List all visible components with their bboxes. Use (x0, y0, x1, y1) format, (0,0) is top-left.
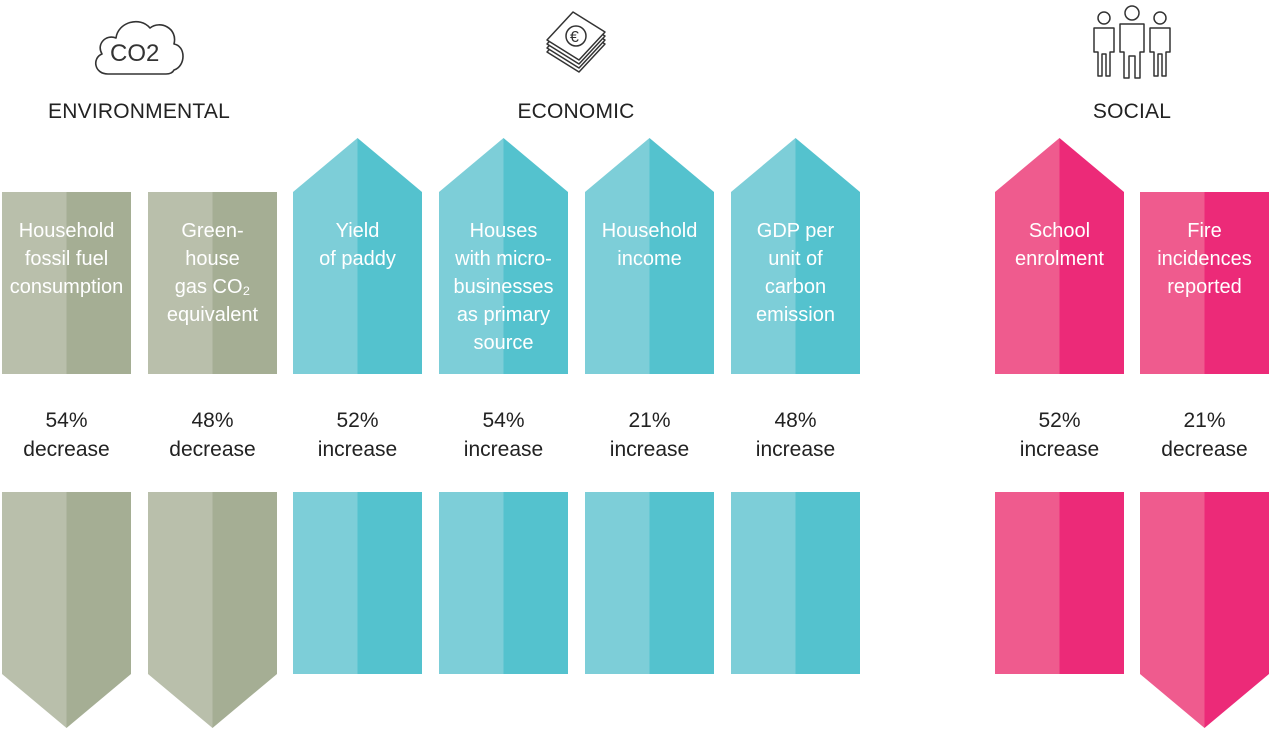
indicator-value-direction: increase (755, 438, 836, 461)
indicator-value: 48% decrease (138, 406, 287, 464)
indicator-7: School enrolment 52% increase (995, 0, 1124, 734)
indicator-bottom-shape (439, 492, 568, 679)
indicator-value: 52% increase (985, 406, 1134, 464)
indicator-bottom-shape (585, 492, 714, 679)
indicator-bottom-shape (2, 492, 131, 733)
indicator-top-shape (293, 138, 422, 379)
indicator-value: 21% increase (575, 406, 724, 464)
indicator-name: Houses with micro- businesses as primary… (453, 220, 554, 354)
indicator-value-percent: 21% (1183, 409, 1226, 432)
indicator-value-percent: 52% (1038, 409, 1081, 432)
indicator-top-shape (439, 138, 568, 379)
category-label-economic: ECONOMIC (517, 100, 635, 123)
co2-icon-text: CO2 (110, 40, 159, 67)
indicator-bottom-shape (1140, 492, 1269, 733)
indicator-name: Yield of paddy (319, 220, 396, 270)
indicator-value-percent: 54% (482, 409, 525, 432)
category-label-environmental: ENVIRONMENTAL (48, 100, 230, 123)
euro-banknotes-icon: € (543, 8, 609, 83)
indicator-value: 54% decrease (0, 406, 141, 464)
indicator-bottom-shape (995, 492, 1124, 679)
indicator-name: Green- house gas CO₂ equivalent (166, 220, 259, 326)
indicator-top-shape (731, 138, 860, 379)
indicator-value-percent: 48% (191, 409, 234, 432)
co2-cloud-icon: CO2 (88, 14, 188, 81)
indicator-bottom-shape (148, 492, 277, 733)
indicator-1: Household fossil fuel consumption 54% decr… (2, 0, 131, 734)
indicator-value-direction: increase (1019, 438, 1100, 461)
indicator-value-direction: increase (463, 438, 544, 461)
indicator-value: 52% increase (283, 406, 432, 464)
indicator-top-shape (585, 138, 714, 379)
indicator-value-percent: 54% (45, 409, 88, 432)
indicator-value-direction: decrease (1161, 438, 1248, 461)
indicator-4: Houses with micro- businesses as primary… (439, 0, 568, 734)
indicator-top-shape (148, 192, 277, 379)
indicator-value: 21% decrease (1130, 406, 1272, 464)
indicator-value-percent: 21% (628, 409, 671, 432)
indicator-2: Green- house gas CO₂ equivalent 48% decrea… (148, 0, 277, 734)
indicator-value-direction: decrease (23, 438, 110, 461)
indicator-value-direction: decrease (169, 438, 256, 461)
indicator-8: Fire incidences reported 21% decrease (1140, 0, 1269, 734)
indicator-bottom-shape (293, 492, 422, 679)
indicator-bottom-shape (731, 492, 860, 679)
indicator-value: 54% increase (429, 406, 578, 464)
indicator-top-shape (2, 192, 131, 379)
indicator-name: GDP per unit of carbon emission (756, 220, 835, 326)
category-label-social: SOCIAL (1092, 100, 1172, 123)
svg-text:€: € (570, 29, 579, 46)
indicator-name: School enrolment (1015, 220, 1104, 270)
indicator-name: Fire incidences reported (1157, 220, 1252, 298)
indicator-value-direction: increase (317, 438, 398, 461)
indicator-top-shape (1140, 192, 1269, 379)
indicator-name: Household income (601, 220, 698, 270)
indicator-value: 48% increase (721, 406, 870, 464)
indicator-top-shape (995, 138, 1124, 379)
people-icon (1090, 4, 1174, 85)
indicator-name: Household fossil fuel consumption (9, 220, 124, 298)
indicator-3: Yield of paddy 52% increase (293, 0, 422, 734)
indicator-value-percent: 52% (336, 409, 379, 432)
indicator-value-direction: increase (609, 438, 690, 461)
indicator-5: Household income 21% increase (585, 0, 714, 734)
indicator-6: GDP per unit of carbon emission 48% increa… (731, 0, 860, 734)
indicator-value-percent: 48% (774, 409, 817, 432)
